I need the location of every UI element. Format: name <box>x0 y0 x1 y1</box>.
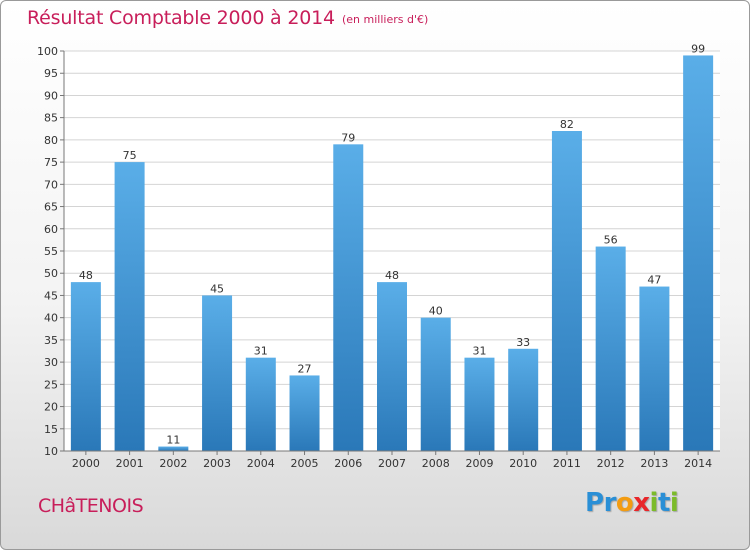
y-tick-label: 60 <box>44 223 58 236</box>
y-tick-label: 30 <box>44 356 58 369</box>
x-tick-label: 2007 <box>378 457 406 470</box>
bar-value-label: 48 <box>79 269 93 282</box>
y-tick-label: 40 <box>44 312 58 325</box>
bar <box>158 446 189 451</box>
bar <box>114 162 145 451</box>
chart-title: Résultat Comptable 2000 à 2014 <box>27 7 335 29</box>
bar-value-label: 75 <box>123 149 137 162</box>
y-tick-label: 75 <box>44 156 58 169</box>
bar-value-label: 99 <box>691 42 705 55</box>
y-tick-label: 85 <box>44 112 58 125</box>
bar-value-label: 31 <box>472 345 486 358</box>
x-tick-label: 2010 <box>509 457 537 470</box>
logo-letter: P <box>585 488 604 518</box>
x-tick-label: 2013 <box>640 457 668 470</box>
bar-value-label: 31 <box>254 345 268 358</box>
x-tick-label: 2004 <box>247 457 275 470</box>
bar-value-label: 47 <box>647 274 661 287</box>
logo-letter: t <box>657 488 670 518</box>
bar <box>595 246 626 451</box>
commune-name: CHâTENOIS <box>38 495 144 517</box>
x-tick-label: 2005 <box>291 457 319 470</box>
y-tick-label: 90 <box>44 89 58 102</box>
bar <box>551 131 582 451</box>
logo-letter: i <box>669 488 679 518</box>
logo-letter: i <box>649 488 659 518</box>
x-tick-label: 2008 <box>422 457 450 470</box>
bar <box>508 348 539 451</box>
bar-value-label: 11 <box>166 434 180 447</box>
bar-value-label: 48 <box>385 269 399 282</box>
bar <box>70 282 101 451</box>
y-tick-label: 45 <box>44 289 58 302</box>
bar <box>420 317 451 451</box>
bar <box>245 357 276 451</box>
bar <box>377 282 407 451</box>
bar <box>202 295 233 451</box>
x-tick-label: 2014 <box>684 457 712 470</box>
logo-letter: o <box>615 488 634 518</box>
x-tick-label: 2012 <box>597 457 625 470</box>
bar <box>333 144 364 452</box>
x-tick-label: 2011 <box>553 457 581 470</box>
x-tick-label: 2009 <box>465 457 493 470</box>
bar-value-label: 79 <box>341 131 355 144</box>
bar <box>464 357 495 451</box>
y-tick-label: 25 <box>44 378 58 391</box>
bar-value-label: 56 <box>604 234 618 247</box>
y-tick-label: 95 <box>44 67 58 80</box>
proxiti-logo: Proxiti <box>585 488 679 518</box>
y-tick-label: 55 <box>44 245 58 258</box>
x-tick-label: 2006 <box>334 457 362 470</box>
y-tick-label: 65 <box>44 201 58 214</box>
y-tick-label: 20 <box>44 401 58 414</box>
logo-letter: x <box>633 488 650 518</box>
y-tick-label: 10 <box>44 445 58 458</box>
bar <box>639 286 670 451</box>
x-tick-label: 2000 <box>72 457 100 470</box>
y-tick-label: 15 <box>44 423 58 436</box>
bar-value-label: 82 <box>560 118 574 131</box>
bar <box>289 375 320 451</box>
y-tick-label: 35 <box>44 334 58 347</box>
chart-subtitle: (en milliers d'€) <box>342 13 429 26</box>
y-tick-label: 80 <box>44 134 58 147</box>
bar-value-label: 45 <box>210 282 224 295</box>
bar-value-label: 33 <box>516 336 530 349</box>
bar <box>683 55 714 451</box>
y-tick-label: 100 <box>37 45 58 58</box>
y-tick-label: 70 <box>44 178 58 191</box>
bar-value-label: 27 <box>298 362 312 375</box>
logo-letter: r <box>603 488 617 518</box>
x-tick-label: 2001 <box>116 457 144 470</box>
x-tick-label: 2002 <box>159 457 187 470</box>
bar-value-label: 40 <box>429 305 443 318</box>
y-tick-label: 50 <box>44 267 58 280</box>
x-tick-label: 2003 <box>203 457 231 470</box>
